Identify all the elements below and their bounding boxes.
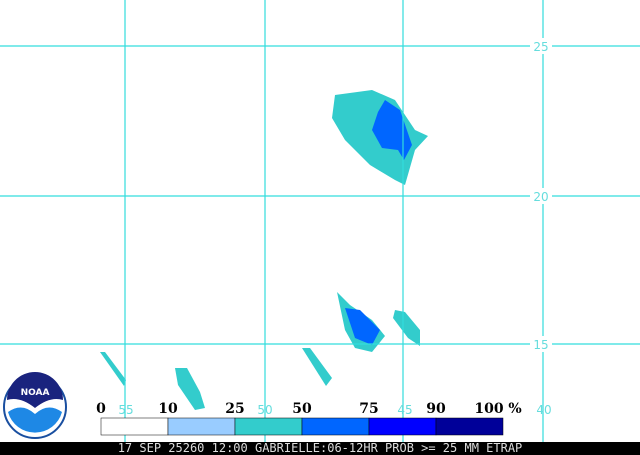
legend-swatch xyxy=(100,417,169,436)
noaa-logo: NOAA xyxy=(3,372,67,439)
legend-label: 0 xyxy=(96,401,106,417)
caption-bar xyxy=(0,442,640,455)
legend: 0 10 25 50 75 90 100% xyxy=(96,401,522,436)
lon-label: 45 xyxy=(397,403,412,417)
legend-label: 90 xyxy=(426,401,446,417)
legend-swatch xyxy=(435,417,504,436)
legend-label: 50 xyxy=(292,401,312,417)
lon-label: 40 xyxy=(536,403,551,417)
prob-area xyxy=(393,310,420,346)
legend-unit: % xyxy=(508,401,521,417)
legend-swatch xyxy=(234,417,303,436)
lon-label: 55 xyxy=(118,403,133,417)
lon-label: 50 xyxy=(257,403,272,417)
lat-label: 25 xyxy=(533,40,548,54)
prob-area xyxy=(302,348,332,386)
legend-swatch xyxy=(301,417,370,436)
logo-bottom xyxy=(8,407,62,433)
label-bg xyxy=(530,188,552,204)
logo-text: NOAA xyxy=(21,388,50,398)
legend-label: 25 xyxy=(225,401,244,417)
caption: 17 SEP 25260 12:00 GABRIELLE:06-12HR PRO… xyxy=(118,441,523,455)
legend-label: 10 xyxy=(158,401,178,417)
lat-label: 15 xyxy=(533,338,548,352)
legend-swatch xyxy=(368,417,437,436)
prob-area xyxy=(100,352,126,386)
logo-top xyxy=(7,372,63,408)
probability-areas xyxy=(100,90,428,410)
label-bg xyxy=(530,38,552,54)
label-bg xyxy=(530,336,552,352)
prob-area xyxy=(175,368,205,410)
legend-label: 75 xyxy=(359,401,378,417)
legend-swatch xyxy=(167,417,236,436)
legend-label: 100 xyxy=(474,401,503,417)
lat-label: 20 xyxy=(533,190,548,204)
prob-area xyxy=(345,308,380,345)
prob-area xyxy=(372,100,412,160)
